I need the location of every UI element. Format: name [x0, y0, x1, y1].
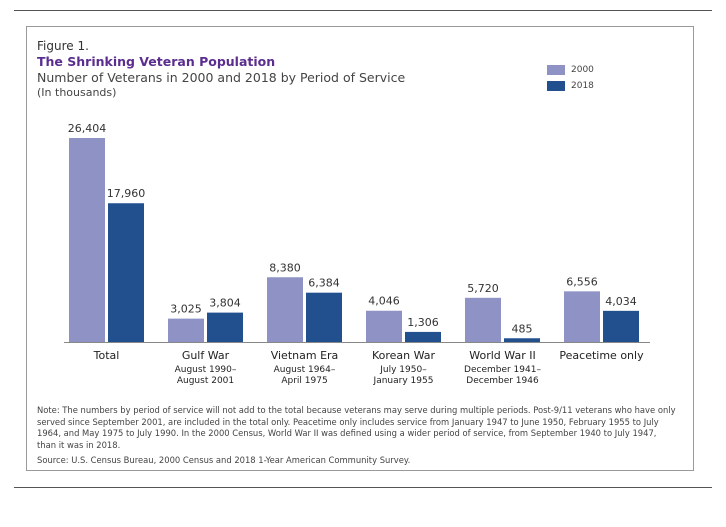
bar-2018-0: [108, 203, 144, 342]
bar-2018-4: [504, 338, 540, 342]
legend-label-2018: 2018: [571, 81, 594, 91]
data-label-2000-0: 26,404: [68, 122, 107, 135]
data-label-2018-2: 6,384: [308, 277, 340, 290]
legend-item-2018: 2018: [547, 81, 594, 91]
bar-2000-2: [267, 277, 303, 342]
bottom-rule: [14, 487, 712, 488]
bar-chart: 26,404 17,960 Total 3,025 3,804 Gulf War Augus…: [64, 122, 650, 386]
bar-2018-1: [207, 312, 243, 342]
data-label-2000-5: 6,556: [566, 275, 598, 288]
category-label-5: Peacetime only: [559, 349, 644, 362]
chart-title: The Shrinking Veteran Population: [37, 54, 276, 69]
legend-swatch-2000: [547, 65, 565, 75]
bar-2018-5: [603, 310, 639, 342]
bar-2000-4: [465, 297, 501, 342]
top-rule: [14, 10, 712, 11]
category-period-start-3: July 1950–: [379, 365, 427, 375]
category-label-0: Total: [93, 349, 120, 362]
data-label-2018-3: 1,306: [407, 316, 439, 329]
legend-label-2000: 2000: [571, 65, 594, 75]
bar-2000-5: [564, 291, 600, 342]
bar-2018-2: [306, 292, 342, 342]
category-period-end-3: January 1955: [373, 376, 434, 386]
data-label-2018-4: 485: [512, 322, 533, 335]
data-label-2000-1: 3,025: [170, 303, 202, 316]
category-period-start-4: December 1941–: [464, 365, 541, 375]
bar-2000-1: [168, 318, 204, 342]
chart-note: Note: The numbers by period of service w…: [37, 405, 676, 450]
category-period-start-1: August 1990–: [175, 365, 237, 375]
chart-source: Source: U.S. Census Bureau, 2000 Census …: [37, 455, 411, 465]
data-label-2018-1: 3,804: [209, 297, 241, 310]
data-label-2000-4: 5,720: [467, 282, 499, 295]
category-period-end-4: December 1946: [466, 376, 539, 386]
bar-2000-0: [69, 138, 105, 342]
data-label-2000-2: 8,380: [269, 261, 301, 274]
bar-2000-3: [366, 310, 402, 342]
unit-note: (In thousands): [37, 86, 117, 99]
category-period-end-1: August 2001: [177, 376, 234, 386]
category-label-3: Korean War: [372, 349, 436, 362]
category-period-start-2: August 1964–: [274, 365, 336, 375]
data-label-2018-5: 4,034: [605, 295, 637, 308]
figure-frame: [26, 26, 694, 471]
data-label-2000-3: 4,046: [368, 295, 400, 308]
bar-2018-3: [405, 331, 441, 342]
category-label-4: World War II: [469, 349, 535, 362]
data-label-2018-0: 17,960: [107, 187, 146, 200]
chart-subtitle: Number of Veterans in 2000 and 2018 by P…: [37, 70, 406, 85]
category-period-end-2: April 1975: [281, 376, 327, 386]
category-label-2: Vietnam Era: [271, 349, 339, 362]
legend-swatch-2018: [547, 81, 565, 91]
figure-label: Figure 1.: [37, 39, 89, 53]
category-label-1: Gulf War: [182, 349, 230, 362]
legend-item-2000: 2000: [547, 65, 594, 75]
